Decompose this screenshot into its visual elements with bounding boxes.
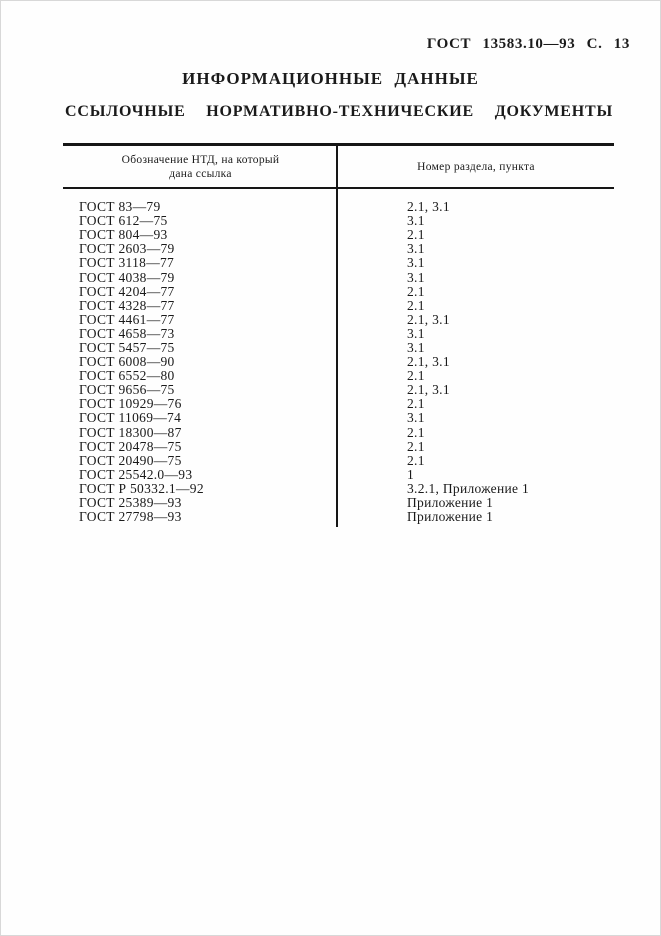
section-ref-cell: 3.1 xyxy=(407,410,425,426)
ntd-designation-cell: ГОСТ 3118—77 xyxy=(79,255,175,271)
section-ref-cell: 2.1, 3.1 xyxy=(407,199,450,215)
ntd-designation-cell: ГОСТ 10929—76 xyxy=(79,396,182,412)
ntd-designation-cell: ГОСТ 4461—77 xyxy=(79,311,175,327)
section-ref-cell: 2.1 xyxy=(407,368,425,384)
reference-table-body: ГОСТ 83—79 2.1, 3.1 ГОСТ 612—75 3.1 ГОСТ… xyxy=(63,189,614,524)
section-ref-cell: 2.1 xyxy=(407,297,425,313)
document-title: ИНФОРМАЦИОННЫЕ ДАННЫЕ xyxy=(182,69,479,88)
column-header-designation-line1: Обозначение НТД, на который xyxy=(121,153,280,166)
ntd-designation-cell: ГОСТ 25389—93 xyxy=(79,495,182,511)
table-row: ГОСТ 804—93 2.1 xyxy=(63,228,614,242)
section-ref-cell: Приложение 1 xyxy=(407,495,494,511)
table-row: ГОСТ 25389—93 Приложение 1 xyxy=(63,496,614,510)
section-ref-cell: 3.1 xyxy=(407,325,425,341)
table-row: ГОСТ 4328—77 2.1 xyxy=(63,297,614,313)
section-ref-cell: 2.1 xyxy=(407,452,425,468)
ntd-designation-cell: ГОСТ 4204—77 xyxy=(79,283,175,299)
ntd-designation-cell: ГОСТ 83—79 xyxy=(79,199,161,215)
ntd-designation-cell: ГОСТ 6008—90 xyxy=(79,354,175,370)
section-ref-cell: 3.2.1, Приложение 1 xyxy=(407,480,530,496)
section-ref-cell: 1 xyxy=(407,466,415,482)
section-ref-cell: 2.1, 3.1 xyxy=(407,354,450,370)
table-row: ГОСТ 20490—75 2.1 xyxy=(63,452,614,468)
table-row: ГОСТ 20478—75 2.1 xyxy=(63,438,614,454)
section-ref-cell: 2.1, 3.1 xyxy=(407,311,450,327)
ntd-designation-cell: ГОСТ 6552—80 xyxy=(79,368,175,384)
table-row: ГОСТ Р 50332.1—92 3.2.1, Приложение 1 xyxy=(63,480,614,496)
section-ref-cell: 3.1 xyxy=(407,255,425,271)
table-row: ГОСТ 3118—77 3.1 xyxy=(63,256,614,270)
ntd-designation-cell: ГОСТ 27798—93 xyxy=(79,509,182,525)
section-ref-cell: 2.1 xyxy=(407,227,425,243)
column-header-designation-line2: дана ссылка xyxy=(169,167,232,180)
document-subtitle: ССЫЛОЧНЫЕ НОРМАТИВНО-ТЕХНИЧЕСКИЕ ДОКУМЕН… xyxy=(65,103,613,120)
section-ref-cell: 2.1 xyxy=(407,283,425,299)
ntd-designation-cell: ГОСТ 4658—73 xyxy=(79,325,175,341)
section-ref-cell: 3.1 xyxy=(407,339,425,355)
ntd-designation-cell: ГОСТ 25542.0—93 xyxy=(79,466,193,482)
ntd-designation-cell: ГОСТ 20478—75 xyxy=(79,438,182,454)
section-ref-cell: Приложение 1 xyxy=(407,509,494,525)
ntd-designation-cell: ГОСТ 11069—74 xyxy=(79,410,182,426)
table-row: ГОСТ 5457—75 3.1 xyxy=(63,339,614,355)
table-header-row: Обозначение НТД, на который дана ссылка … xyxy=(63,146,614,189)
section-ref-cell: 3.1 xyxy=(407,213,425,229)
table-row: ГОСТ 9656—75 2.1, 3.1 xyxy=(63,383,614,397)
table-row: ГОСТ 6008—90 2.1, 3.1 xyxy=(63,355,614,369)
section-ref-cell: 2.1 xyxy=(407,424,425,440)
table-row: ГОСТ 11069—74 3.1 xyxy=(63,411,614,425)
section-ref-cell: 2.1 xyxy=(407,396,425,412)
reference-table: Обозначение НТД, на который дана ссылка … xyxy=(63,143,614,527)
table-row: ГОСТ 4658—73 3.1 xyxy=(63,325,614,341)
column-header-section: Номер раздела, пункта xyxy=(417,160,535,173)
table-row: ГОСТ 4461—77 2.1, 3.1 xyxy=(63,311,614,327)
column-header-designation: Обозначение НТД, на который дана ссылка xyxy=(63,153,338,181)
table-row: ГОСТ 27798—93 Приложение 1 xyxy=(63,510,614,524)
ntd-designation-cell: ГОСТ 18300—87 xyxy=(79,424,182,440)
table-row: ГОСТ 25542.0—93 1 xyxy=(63,466,614,482)
table-row: ГОСТ 4038—79 3.1 xyxy=(63,270,614,284)
table-row: ГОСТ 18300—87 2.1 xyxy=(63,424,614,440)
ntd-designation-cell: ГОСТ 9656—75 xyxy=(79,382,175,398)
section-ref-cell: 2.1, 3.1 xyxy=(407,382,450,398)
section-ref-cell: 2.1 xyxy=(407,438,425,454)
ntd-designation-cell: ГОСТ 2603—79 xyxy=(79,241,175,257)
table-row: ГОСТ 612—75 3.1 xyxy=(63,214,614,228)
ntd-designation-cell: ГОСТ 5457—75 xyxy=(79,339,175,355)
ntd-designation-cell: ГОСТ 804—93 xyxy=(79,227,168,243)
table-row: ГОСТ 2603—79 3.1 xyxy=(63,242,614,256)
table-row: ГОСТ 10929—76 2.1 xyxy=(63,397,614,411)
page-header: ГОСТ 13583.10—93 С. 13 xyxy=(426,36,630,52)
section-ref-cell: 3.1 xyxy=(407,241,425,257)
ntd-designation-cell: ГОСТ 20490—75 xyxy=(79,452,182,468)
ntd-designation-cell: ГОСТ 4328—77 xyxy=(79,297,175,313)
ntd-designation-cell: ГОСТ 612—75 xyxy=(79,213,168,229)
table-row: ГОСТ 4204—77 2.1 xyxy=(63,283,614,299)
table-row: ГОСТ 83—79 2.1, 3.1 xyxy=(63,200,614,214)
section-ref-cell: 3.1 xyxy=(407,269,425,285)
ntd-designation-cell: ГОСТ Р 50332.1—92 xyxy=(79,480,204,496)
table-row: ГОСТ 6552—80 2.1 xyxy=(63,369,614,383)
ntd-designation-cell: ГОСТ 4038—79 xyxy=(79,269,175,285)
column-divider-line xyxy=(336,146,338,527)
